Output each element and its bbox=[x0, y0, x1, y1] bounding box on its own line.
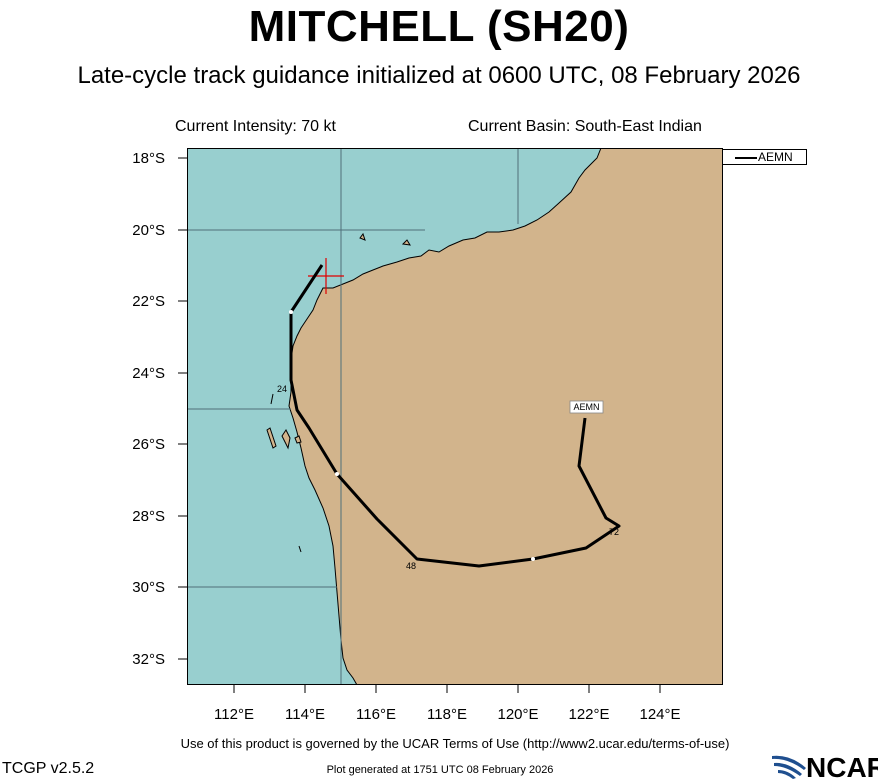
island bbox=[266, 427, 277, 449]
lat-label: 28°S bbox=[132, 508, 165, 525]
lon-label: 120°E bbox=[497, 706, 539, 723]
legend-model-label: AEMN bbox=[758, 150, 793, 164]
track-end-label: AEMN bbox=[569, 400, 604, 414]
lat-label: 20°S bbox=[132, 222, 165, 239]
lon-label: 122°E bbox=[568, 706, 610, 723]
map-border bbox=[187, 148, 723, 685]
current-basin: Current Basin: South-East Indian bbox=[468, 118, 702, 135]
lat-label: 30°S bbox=[132, 579, 165, 596]
hour-label-72: 72 bbox=[609, 527, 619, 537]
island bbox=[281, 429, 291, 450]
hour-label-24: 24 bbox=[277, 384, 287, 394]
lon-label: 118°E bbox=[427, 706, 467, 723]
island bbox=[270, 393, 302, 553]
lat-label: 32°S bbox=[132, 651, 165, 668]
lon-ticks bbox=[233, 684, 661, 693]
storm-title: MITCHELL (SH20) bbox=[248, 2, 630, 51]
land-australia bbox=[288, 148, 723, 685]
subtitle: Late-cycle track guidance initialized at… bbox=[77, 62, 801, 89]
track-point bbox=[335, 472, 339, 476]
lon-label: 124°E bbox=[639, 706, 681, 723]
track-point bbox=[289, 310, 293, 314]
lat-label: 24°S bbox=[132, 365, 165, 382]
lon-label: 112°E bbox=[214, 706, 254, 723]
lat-ticks bbox=[178, 157, 187, 660]
track-point bbox=[531, 557, 535, 561]
aemn-track bbox=[289, 264, 621, 568]
island bbox=[359, 232, 366, 241]
island bbox=[294, 435, 302, 444]
lat-label: 18°S bbox=[132, 150, 165, 167]
legend-line bbox=[735, 157, 757, 159]
ncar-logo: NCAR bbox=[772, 752, 878, 780]
current-intensity: Current Intensity: 70 kt bbox=[175, 118, 336, 135]
generated-timestamp: Plot generated at 1751 UTC 08 February 2… bbox=[326, 764, 554, 776]
island bbox=[401, 239, 411, 246]
version-label: TCGP v2.5.2 bbox=[2, 760, 95, 777]
lon-label: 116°E bbox=[356, 706, 396, 723]
gridlines bbox=[187, 148, 519, 685]
hour-label-48: 48 bbox=[406, 561, 416, 571]
legend: AEMN bbox=[722, 149, 807, 165]
track-end-label-text: AEMN bbox=[573, 402, 599, 412]
track-map: 24 48 72 AEMN bbox=[187, 148, 723, 685]
lat-label: 22°S bbox=[132, 293, 165, 310]
lat-label: 26°S bbox=[132, 436, 165, 453]
lon-label: 114°E bbox=[285, 706, 325, 723]
ncar-wordmark: NCAR bbox=[806, 752, 878, 780]
terms-of-use: Use of this product is governed by the U… bbox=[180, 736, 730, 751]
